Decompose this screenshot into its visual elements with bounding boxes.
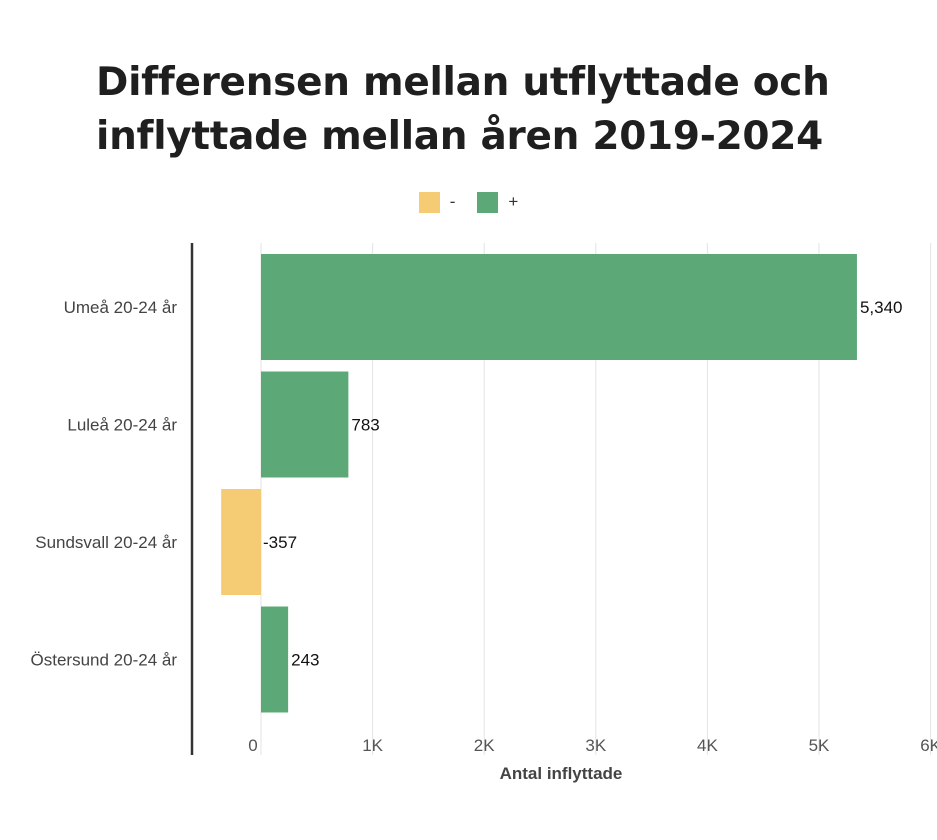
x-tick-label: 2K xyxy=(474,736,495,755)
bar xyxy=(261,606,289,713)
legend: - + xyxy=(0,190,937,214)
value-label: -357 xyxy=(263,533,297,552)
labels: 0 1K 2K 3K 4K 5K 6K Umeå 20-24 år 5,340 Luleå 20-… xyxy=(31,298,937,755)
x-tick-label: 1K xyxy=(362,736,383,755)
legend-item-negative[interactable]: - xyxy=(418,191,456,213)
category-label: Luleå 20-24 år xyxy=(67,416,177,435)
bars xyxy=(221,254,857,713)
chart-title-line-1: Differensen mellan utflyttade och xyxy=(96,60,830,105)
value-label: 5,340 xyxy=(860,298,903,317)
chart-title-line-2: inflyttade mellan åren 2019-2024 xyxy=(96,114,823,159)
legend-swatch-negative xyxy=(418,191,440,213)
legend-item-positive[interactable]: + xyxy=(477,191,519,213)
x-tick-label: 3K xyxy=(585,736,606,755)
bar xyxy=(221,489,261,595)
category-label: Sundsvall 20-24 år xyxy=(35,533,177,552)
value-label: 243 xyxy=(291,651,319,670)
category-label: Umeå 20-24 år xyxy=(64,298,178,317)
x-tick-label: 4K xyxy=(697,736,718,755)
x-tick-label: 5K xyxy=(809,736,830,755)
legend-swatch-positive xyxy=(477,191,499,213)
chart-title: Differensen mellan utflyttade och inflyt… xyxy=(96,56,896,164)
legend-label-positive: + xyxy=(508,192,519,211)
x-tick-label: 0 xyxy=(248,736,257,755)
bar xyxy=(261,371,349,478)
x-tick-label: 6K xyxy=(920,736,937,755)
legend-label-negative: - xyxy=(449,192,456,211)
bar xyxy=(261,254,857,360)
x-axis-title: Antal inflyttade xyxy=(500,764,623,783)
value-label: 783 xyxy=(351,416,379,435)
category-label: Östersund 20-24 år xyxy=(31,651,178,670)
